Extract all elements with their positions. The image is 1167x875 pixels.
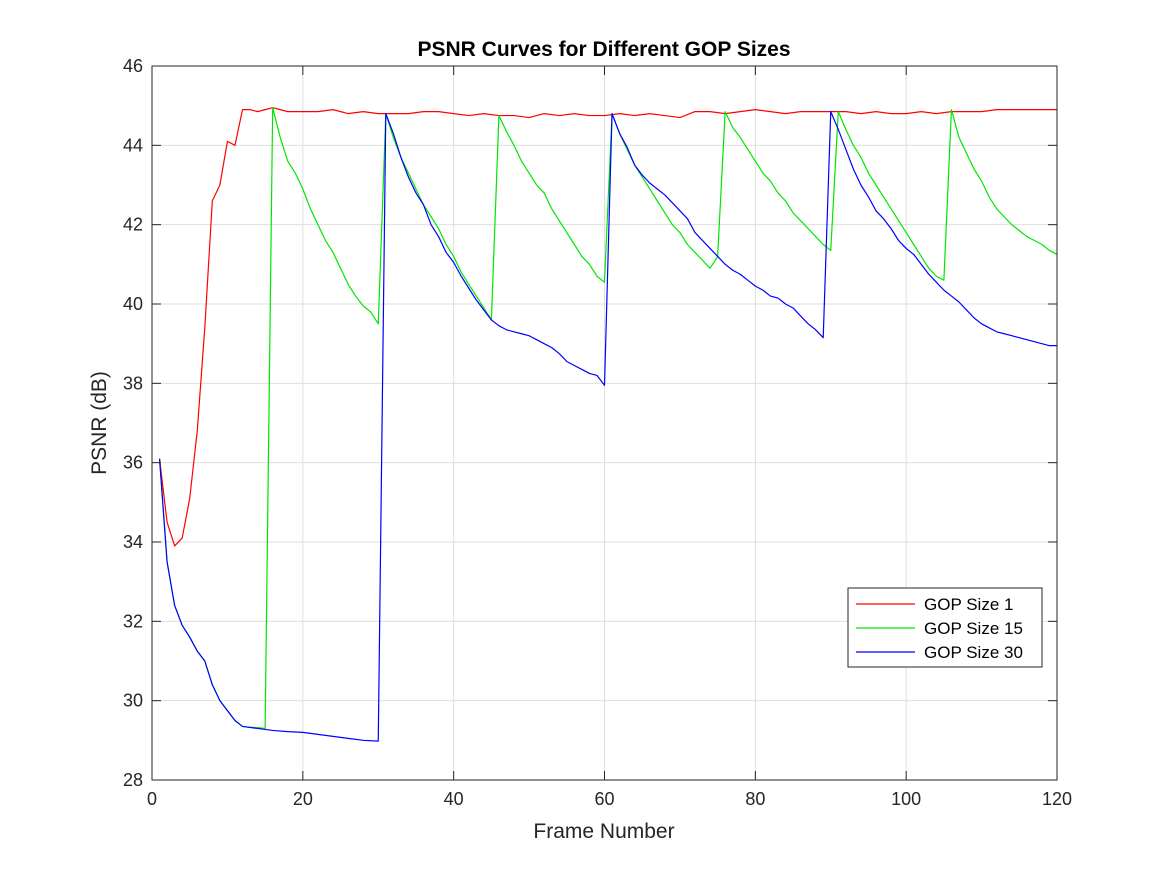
x-tick-label: 80	[745, 789, 765, 809]
y-tick-label: 36	[123, 453, 143, 473]
y-tick-label: 40	[123, 294, 143, 314]
y-tick-label: 32	[123, 611, 143, 631]
legend-label-gop1: GOP Size 1	[924, 595, 1013, 614]
legend: GOP Size 1 GOP Size 15 GOP Size 30	[847, 587, 1043, 668]
y-tick-label: 42	[123, 215, 143, 235]
legend-label-gop15: GOP Size 15	[924, 619, 1023, 638]
x-tick-label: 20	[293, 789, 313, 809]
x-axis-label: Frame Number	[533, 820, 674, 843]
chart-title: PSNR Curves for Different GOP Sizes	[417, 38, 790, 61]
series-line-gop1	[158, 107, 1057, 547]
series-line-gop15	[158, 107, 1058, 730]
x-tick-label: 40	[444, 789, 464, 809]
legend-label-gop30: GOP Size 30	[924, 643, 1023, 662]
y-tick-label: 38	[123, 373, 143, 393]
y-tick-label: 28	[123, 770, 143, 790]
x-tick-label: 100	[891, 789, 921, 809]
series-group	[158, 107, 1058, 742]
y-axis-label: PSNR (dB)	[88, 371, 111, 475]
y-tick-label: 30	[123, 691, 143, 711]
x-tick-label: 120	[1042, 789, 1072, 809]
y-tick-label: 34	[123, 532, 143, 552]
series-line-gop30	[158, 111, 1057, 742]
y-tick-label: 46	[123, 56, 143, 76]
x-tick-label: 0	[147, 789, 157, 809]
ticks: 0 20 40 60 80 100 120 28 30 32 34 36 38 40 42 44 46	[123, 56, 1072, 809]
x-tick-label: 60	[594, 789, 614, 809]
y-tick-label: 44	[123, 135, 143, 155]
